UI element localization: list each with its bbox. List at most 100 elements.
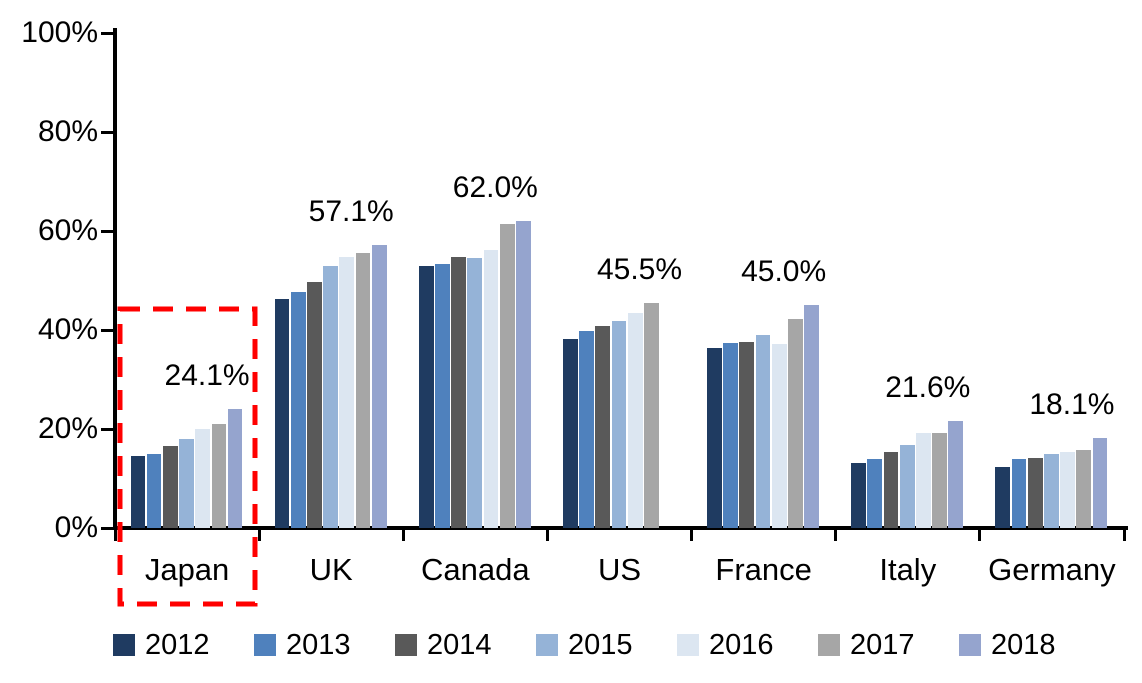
bar-uk-2012 — [274, 298, 290, 528]
bar-japan-2016 — [195, 429, 211, 528]
legend-entry-2013: 2013 — [254, 628, 395, 662]
y-axis-tick-label: 0% — [54, 511, 98, 544]
bar-france-2017 — [788, 318, 803, 528]
bar-japan-2012 — [130, 455, 146, 528]
category-label-japan: Japan — [144, 552, 230, 587]
y-axis-tick-label: 20% — [37, 412, 98, 445]
bar-france-2018 — [804, 305, 820, 528]
bar-uk-2016 — [339, 257, 355, 528]
bar-italy-2015 — [899, 444, 915, 528]
y-tick — [101, 427, 115, 431]
bar-japan-2015 — [179, 438, 194, 528]
bar-italy-2017 — [932, 432, 947, 528]
bar-canada-2016 — [483, 249, 499, 528]
category-label-france: France — [715, 552, 812, 587]
bar-france-2015 — [755, 334, 771, 528]
x-tick — [257, 528, 261, 541]
bar-germany-2017 — [1076, 449, 1092, 528]
bar-canada-2018 — [515, 221, 531, 528]
legend-label: 2014 — [427, 629, 492, 661]
legend-label: 2017 — [850, 629, 915, 661]
bar-canada-2013 — [434, 264, 450, 528]
bar-italy-2013 — [867, 458, 883, 528]
category-label-germany: Germany — [988, 552, 1116, 587]
bar-canada-2014 — [451, 256, 466, 528]
legend-label: 2012 — [145, 629, 210, 661]
x-tick — [690, 528, 694, 541]
bar-japan-2017 — [211, 424, 227, 528]
legend-label: 2013 — [286, 629, 351, 661]
legend-swatch-2014 — [395, 634, 417, 656]
bar-italy-2016 — [916, 433, 931, 528]
bar-us-2016 — [627, 313, 643, 528]
y-tick — [101, 229, 115, 233]
legend-entry-2012: 2012 — [113, 628, 254, 662]
legend-label: 2015 — [568, 629, 633, 661]
bar-uk-2015 — [323, 266, 339, 528]
value-label-canada: 62.0% — [452, 171, 538, 205]
category-label-uk: UK — [309, 552, 353, 587]
y-tick — [101, 31, 115, 35]
bar-germany-2012 — [995, 466, 1011, 528]
x-tick — [545, 528, 549, 541]
bar-italy-2018 — [948, 421, 964, 528]
bar-france-2013 — [723, 342, 739, 528]
category-label-us: US — [597, 552, 642, 587]
y-axis-tick-label: 80% — [37, 115, 98, 148]
value-label-japan: 24.1% — [164, 358, 250, 392]
bar-us-2015 — [611, 321, 627, 528]
bar-france-2016 — [771, 343, 787, 528]
legend-swatch-2016 — [677, 634, 699, 656]
legend-swatch-2013 — [254, 634, 276, 656]
value-label-germany: 18.1% — [1029, 388, 1115, 422]
bar-us-2013 — [579, 330, 594, 528]
bar-canada-2017 — [499, 224, 515, 528]
legend-swatch-2018 — [959, 634, 981, 656]
category-label-italy: Italy — [879, 552, 937, 587]
bar-germany-2015 — [1043, 454, 1059, 528]
legend-entry-2018: 2018 — [959, 628, 1100, 662]
legend-label: 2018 — [991, 629, 1056, 661]
bar-germany-2016 — [1060, 452, 1075, 528]
bar-germany-2018 — [1092, 438, 1108, 528]
x-tick — [401, 528, 405, 541]
bar-uk-2017 — [355, 252, 371, 528]
x-axis-line — [113, 526, 1128, 530]
bar-france-2014 — [739, 342, 755, 528]
bar-italy-2012 — [851, 462, 866, 528]
bar-us-2014 — [595, 326, 611, 528]
bar-uk-2018 — [371, 245, 387, 528]
legend-entry-2017: 2017 — [818, 628, 959, 662]
legend-swatch-2015 — [536, 634, 558, 656]
bar-italy-2014 — [883, 451, 899, 528]
legend-swatch-2012 — [113, 634, 135, 656]
y-axis-tick-label: 60% — [37, 214, 98, 247]
x-tick — [978, 528, 982, 541]
value-label-us: 45.5% — [596, 252, 683, 286]
category-label-canada: Canada — [421, 552, 530, 587]
chart-legend: 2012 2013 2014 2015 2016 2017 2018 — [113, 628, 1100, 662]
bar-uk-2013 — [290, 291, 306, 528]
bar-canada-2012 — [418, 266, 434, 528]
bar-canada-2015 — [467, 257, 483, 528]
x-tick — [834, 528, 838, 541]
legend-entry-2016: 2016 — [677, 628, 818, 662]
legend-entry-2015: 2015 — [536, 628, 677, 662]
legend-entry-2014: 2014 — [395, 628, 536, 662]
bar-japan-2018 — [227, 408, 243, 528]
value-label-uk: 57.1% — [308, 195, 394, 229]
bar-uk-2014 — [307, 281, 322, 528]
value-label-france: 45.0% — [741, 255, 827, 289]
y-tick — [101, 328, 115, 332]
y-axis-tick-label: 40% — [37, 313, 98, 346]
y-tick — [101, 526, 115, 530]
legend-label: 2016 — [709, 629, 774, 661]
y-axis-line — [113, 28, 117, 530]
y-axis-tick-label: 100% — [21, 16, 98, 49]
bar-germany-2014 — [1027, 457, 1043, 528]
bar-us-2017 — [643, 302, 659, 528]
bar-france-2012 — [707, 347, 722, 528]
legend-swatch-2017 — [818, 634, 840, 656]
value-label-italy: 21.6% — [885, 371, 971, 405]
